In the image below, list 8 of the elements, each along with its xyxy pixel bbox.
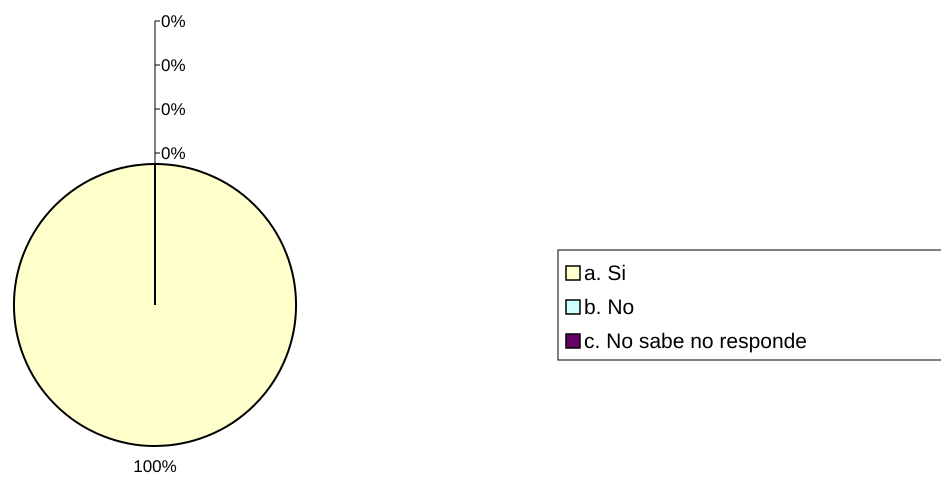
legend-label: c. No sabe no responde xyxy=(584,330,807,353)
data-label: 100% xyxy=(133,457,177,476)
text: 0% xyxy=(161,144,186,163)
text: 0% xyxy=(161,12,186,31)
legend-label: a. Si xyxy=(584,262,626,285)
text: 0% xyxy=(161,100,186,119)
text: 0% xyxy=(161,56,186,75)
legend-label: b. No xyxy=(584,296,634,319)
